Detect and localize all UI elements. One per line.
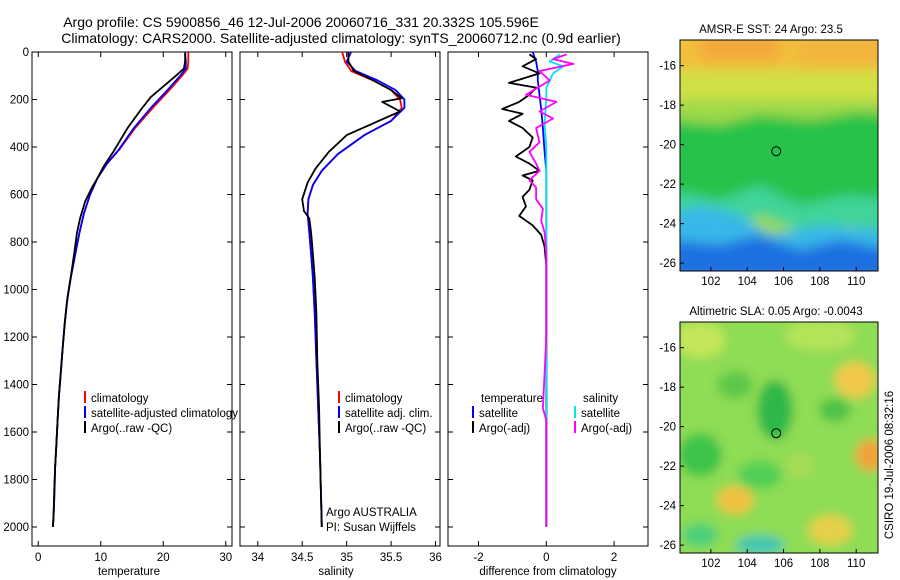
map-x-tick-label: 108 bbox=[810, 276, 829, 288]
map-y-tick-label: -20 bbox=[659, 140, 676, 152]
x-tick-label: 0 bbox=[543, 552, 549, 564]
map-x-tick-label: 102 bbox=[701, 276, 720, 288]
y-tick-label: 2000 bbox=[3, 522, 29, 534]
map-x-tick-label: 106 bbox=[774, 558, 793, 570]
map-y-tick-label: -18 bbox=[659, 100, 676, 112]
legend-label: Argo(..raw -QC) bbox=[91, 423, 172, 435]
sst-map-title: AMSR-E SST: 24 Argo: 23.5 bbox=[699, 24, 843, 36]
x-tick-label: 34.5 bbox=[291, 552, 313, 564]
map-x-tick-label: 106 bbox=[774, 276, 793, 288]
x-tick-label: 20 bbox=[157, 552, 170, 564]
y-tick-label: 1600 bbox=[3, 427, 29, 439]
map-x-tick-label: 110 bbox=[847, 276, 865, 288]
argo-position-marker bbox=[771, 428, 782, 439]
y-tick-label: 1000 bbox=[3, 285, 29, 297]
x-tick-label: 2 bbox=[611, 552, 617, 564]
y-tick-label: 200 bbox=[10, 95, 29, 107]
map-y-tick-label: -22 bbox=[659, 179, 676, 191]
legend-label: Argo(-adj) bbox=[581, 423, 632, 435]
y-tick-label: 1800 bbox=[3, 475, 29, 487]
y-tick-label: 1400 bbox=[3, 380, 29, 392]
map-y-tick-label: -26 bbox=[659, 258, 676, 270]
x-tick-label: 10 bbox=[94, 552, 107, 564]
x-tick-label: 0 bbox=[35, 552, 41, 564]
y-tick-label: 0 bbox=[23, 47, 29, 59]
salinity-lines bbox=[301, 51, 406, 528]
x-tick-label: 34 bbox=[251, 552, 264, 564]
map-y-tick-label: -26 bbox=[659, 540, 676, 552]
series-argo-raw-qc- bbox=[301, 52, 403, 528]
series-satellite-adjusted-climatology bbox=[52, 51, 187, 528]
x-tick-label: 35.5 bbox=[380, 552, 402, 564]
series-argo-raw-qc- bbox=[52, 53, 187, 528]
difference-legend: temperature salinity satellite Argo(-adj… bbox=[472, 393, 632, 435]
sst-map bbox=[680, 40, 878, 271]
argo-position-marker bbox=[771, 146, 782, 157]
series-satellite-adj-clim- bbox=[306, 51, 406, 528]
map-axis-ticks: -16 -18 -20 -22 -24 -26 102 104 106 108 110 -16 -18 -… bbox=[659, 61, 865, 570]
legend-label: satellite adj. clim. bbox=[345, 408, 433, 420]
salinity-axes bbox=[239, 51, 441, 547]
legend-label: satellite bbox=[479, 408, 518, 420]
pi-note: PI: Susan Wijffels bbox=[326, 522, 416, 534]
map-y-tick-label: -16 bbox=[659, 61, 676, 73]
y-tick-label: 800 bbox=[10, 237, 29, 249]
map-x-tick-label: 104 bbox=[738, 558, 758, 570]
sla-map-title: Altimetric SLA: 0.05 Argo: -0.0043 bbox=[689, 306, 862, 318]
legend-label: satellite bbox=[581, 408, 620, 420]
axis-ticks: 0 10 20 30020040060080010001200140016001800… bbox=[3, 47, 648, 564]
difference-lines bbox=[501, 51, 575, 527]
x-tick-label: 36 bbox=[429, 552, 442, 564]
map-y-tick-label: -22 bbox=[659, 461, 676, 473]
csiro-timestamp: CSIRO 19-Jul-2006 08:32:16 bbox=[884, 391, 896, 539]
map-y-tick-label: -24 bbox=[659, 501, 676, 513]
difference-xlabel: difference from climatology bbox=[479, 566, 616, 578]
map-x-tick-label: 110 bbox=[847, 558, 865, 570]
x-tick-label: 30 bbox=[219, 552, 232, 564]
figure-title-line2: Climatology: CARS2000. Satellite-adjuste… bbox=[61, 30, 621, 46]
institution-note: Argo AUSTRALIA bbox=[326, 507, 417, 519]
x-tick-label: 35 bbox=[340, 552, 353, 564]
sla-map-frame bbox=[679, 321, 879, 554]
map-x-tick-label: 108 bbox=[810, 558, 829, 570]
y-tick-label: 400 bbox=[10, 142, 29, 154]
map-x-tick-label: 104 bbox=[738, 276, 758, 288]
legend-label: climatology bbox=[91, 393, 149, 405]
series-temperature-argo-adj- bbox=[501, 53, 548, 527]
temperature-legend: climatology satellite-adjusted climatolo… bbox=[84, 391, 238, 435]
map-y-tick-label: -20 bbox=[659, 422, 676, 434]
temperature-lines bbox=[52, 51, 190, 528]
legend-label: Argo(..raw -QC) bbox=[345, 423, 426, 435]
series-climatology bbox=[52, 52, 190, 528]
difference-axes bbox=[447, 51, 649, 547]
sla-map bbox=[680, 322, 878, 553]
map-y-tick-label: -18 bbox=[659, 382, 676, 394]
series-salinity-argo-adj- bbox=[525, 53, 575, 527]
temperature-axes bbox=[31, 51, 233, 547]
x-tick-label: -2 bbox=[473, 552, 483, 564]
y-tick-label: 600 bbox=[10, 190, 29, 202]
legend-label: climatology bbox=[345, 393, 403, 405]
map-x-tick-label: 102 bbox=[701, 558, 720, 570]
salinity-legend: climatology satellite adj. clim. Argo(..… bbox=[338, 391, 433, 435]
y-tick-label: 1200 bbox=[3, 332, 29, 344]
legend-label: Argo(-adj) bbox=[479, 423, 530, 435]
legend-header-temperature: temperature bbox=[481, 393, 543, 405]
figure-title-line1: Argo profile: CS 5900856_46 12-Jul-2006 … bbox=[63, 14, 539, 30]
salinity-xlabel: salinity bbox=[318, 566, 353, 578]
legend-header-salinity: salinity bbox=[583, 393, 618, 405]
map-y-tick-label: -16 bbox=[659, 343, 676, 355]
sst-map-frame bbox=[679, 39, 879, 272]
temperature-xlabel: temperature bbox=[98, 566, 160, 578]
series-salinity-satellite bbox=[543, 53, 565, 527]
map-y-tick-label: -24 bbox=[659, 219, 676, 231]
legend-label: satellite-adjusted climatology bbox=[91, 408, 238, 420]
